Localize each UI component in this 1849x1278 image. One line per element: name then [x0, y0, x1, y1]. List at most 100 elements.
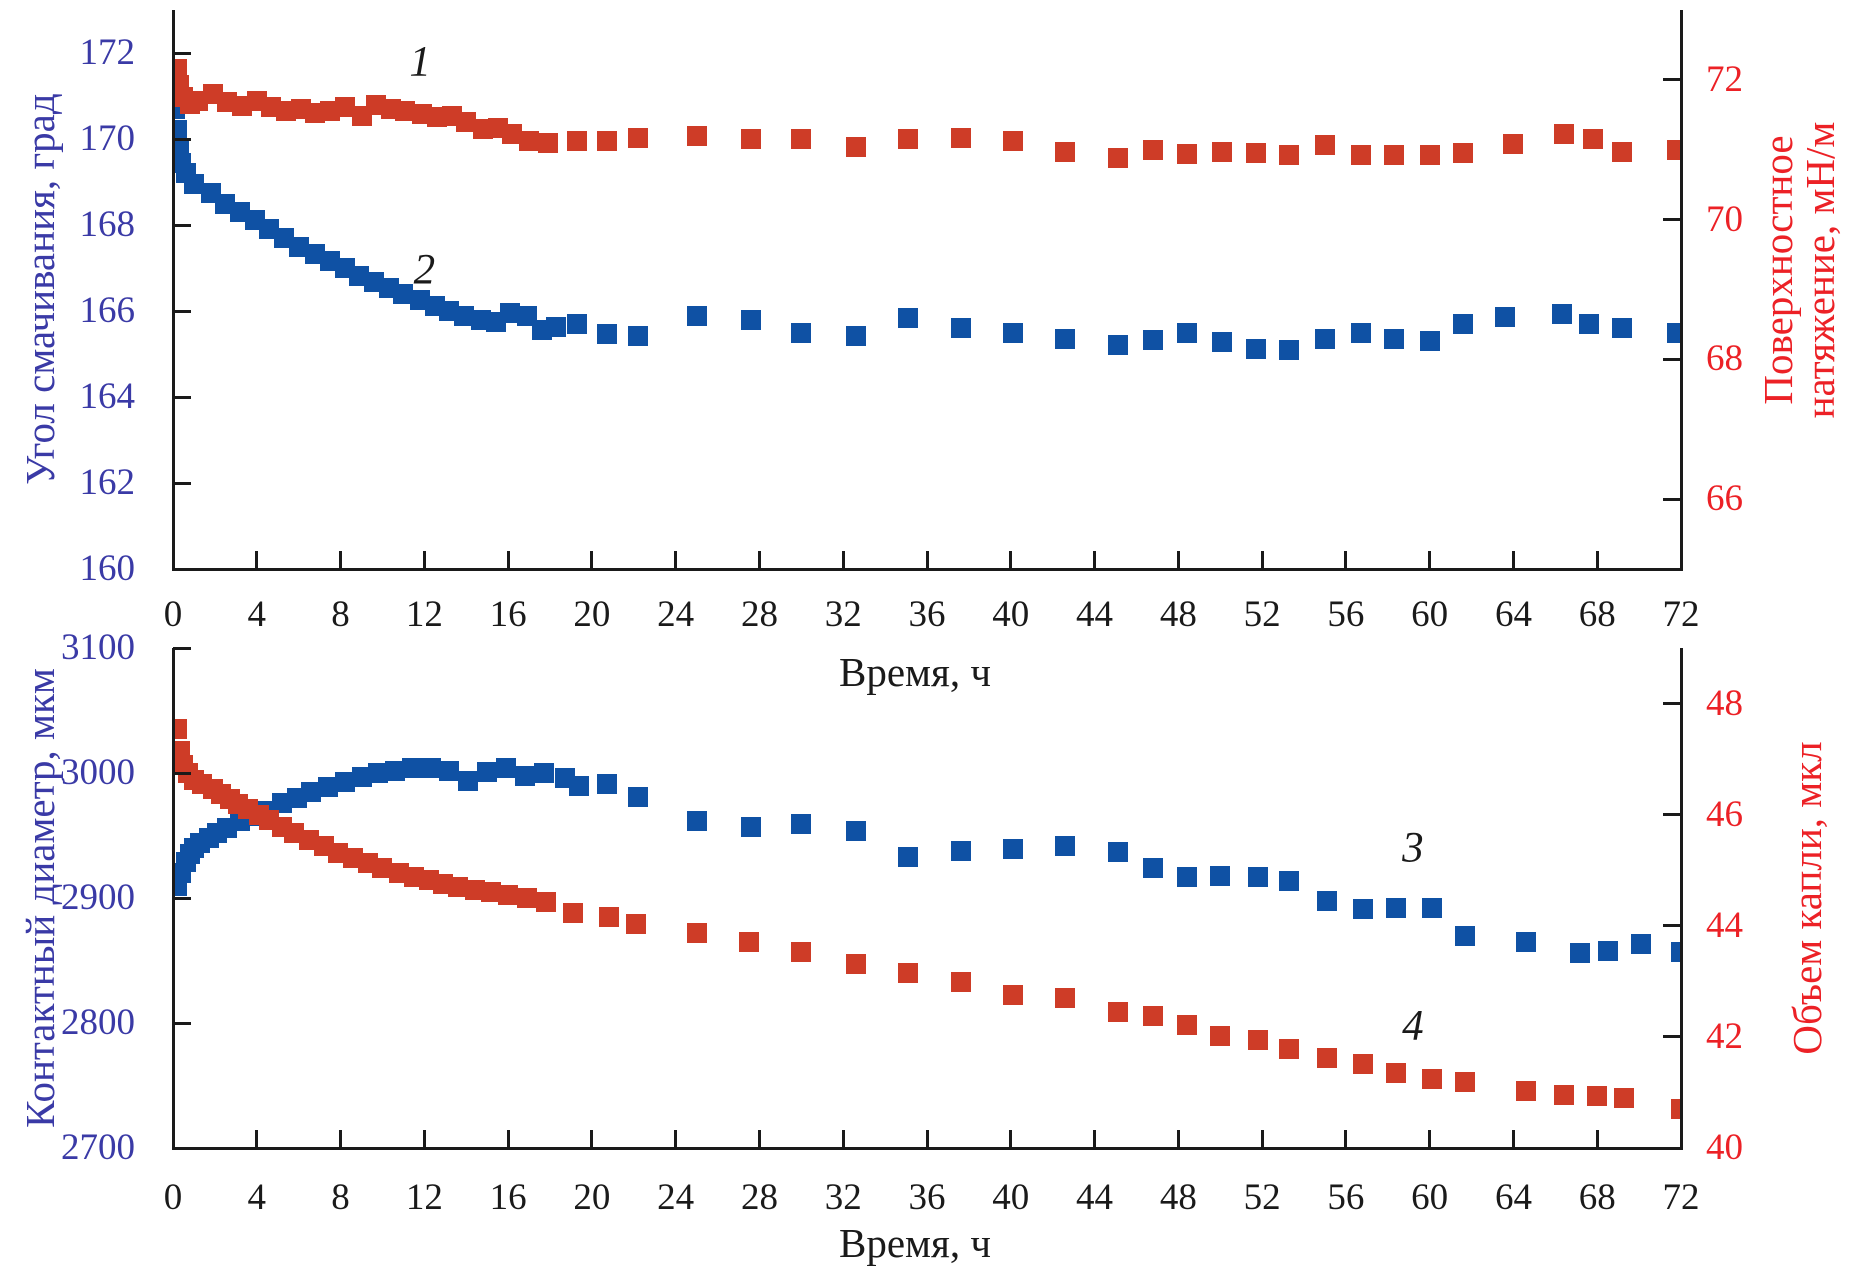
x-tick — [255, 1130, 259, 1148]
data-point-series-4 — [845, 953, 866, 974]
data-point-series-3 — [334, 771, 355, 792]
right-y-tick-label: 72 — [1706, 58, 1743, 100]
data-point-series-1 — [1143, 139, 1164, 160]
data-point-series-3 — [596, 774, 617, 795]
data-point-series-2 — [1495, 307, 1516, 328]
left-y-tick — [173, 646, 191, 650]
x-tick — [1176, 551, 1180, 569]
data-point-series-2 — [567, 313, 588, 334]
data-point-series-2 — [1453, 313, 1474, 334]
left-y-tick — [173, 896, 191, 900]
data-point-series-4 — [1279, 1038, 1300, 1059]
data-point-series-1 — [1245, 143, 1266, 164]
data-point-series-3 — [627, 786, 648, 807]
x-tick-label: 4 — [247, 1177, 267, 1218]
data-point-series-2 — [1212, 331, 1233, 352]
data-point-series-4 — [1587, 1086, 1608, 1107]
data-point-series-2 — [183, 174, 204, 195]
x-tick-label: 24 — [657, 594, 695, 635]
right-y-tick — [1663, 1146, 1681, 1150]
plot-area-panel-1 — [173, 10, 1681, 569]
data-point-series-2 — [1419, 331, 1440, 352]
x-tick-label: 68 — [1578, 1177, 1616, 1218]
x-tick-label: 68 — [1578, 594, 1616, 635]
data-point-series-3 — [401, 758, 422, 778]
left-y-tick-label: 162 — [79, 462, 136, 503]
data-point-series-3 — [1210, 865, 1231, 886]
x-tick — [1009, 1130, 1013, 1148]
data-point-series-1 — [1453, 143, 1474, 164]
data-point-series-3 — [496, 758, 517, 778]
data-point-series-2 — [500, 303, 521, 324]
x-tick-label: 36 — [908, 1177, 946, 1218]
right-y-tick-label: 66 — [1706, 478, 1743, 520]
x-tick-label: 28 — [740, 1177, 778, 1218]
data-point-series-3 — [1247, 866, 1268, 887]
data-point-series-1 — [1553, 124, 1574, 145]
left-y-tick-label: 166 — [79, 290, 136, 331]
x-tick — [1260, 1130, 1264, 1148]
left-y-tick-label: 164 — [79, 376, 136, 417]
data-point-series-4 — [1671, 1099, 1681, 1120]
data-point-series-3 — [368, 763, 389, 783]
x-tick-label: 16 — [489, 1177, 527, 1218]
left-y-tick — [173, 1021, 191, 1025]
right-axis-line — [1679, 10, 1683, 571]
right-y-tick-label: 48 — [1706, 682, 1743, 724]
x-tick — [757, 1130, 761, 1148]
x-tick-label: 48 — [1159, 1177, 1197, 1218]
data-point-series-1 — [1212, 141, 1233, 162]
data-point-series-4 — [738, 931, 759, 952]
data-point-series-2 — [1055, 328, 1076, 349]
right-y-tick-label: 44 — [1706, 904, 1743, 946]
data-point-series-1 — [1176, 143, 1197, 164]
data-point-series-3 — [1597, 940, 1618, 961]
right-y-tick — [1663, 357, 1681, 361]
x-tick-label: 20 — [573, 1177, 611, 1218]
data-point-series-3 — [301, 781, 322, 802]
x-tick-label: 40 — [992, 1177, 1030, 1218]
data-point-series-3 — [317, 776, 338, 797]
data-point-series-4 — [1002, 984, 1023, 1005]
data-point-series-3 — [1352, 899, 1373, 920]
data-point-series-3 — [1455, 925, 1476, 946]
x-tick-label: 32 — [824, 1177, 862, 1218]
x-tick-label: 8 — [331, 594, 350, 635]
x-tick-label: 44 — [1076, 594, 1114, 635]
data-point-series-2 — [546, 317, 567, 338]
data-point-series-4 — [1421, 1068, 1442, 1089]
x-tick-label: 4 — [247, 594, 267, 635]
data-point-series-3 — [950, 840, 971, 861]
data-point-series-1 — [537, 132, 558, 153]
data-point-series-4 — [598, 906, 619, 927]
x-tick — [1511, 551, 1515, 569]
data-point-series-1 — [502, 123, 523, 144]
x-tick — [1344, 551, 1348, 569]
left-y-tick-label: 3000 — [61, 752, 135, 793]
data-point-series-1 — [519, 130, 540, 151]
data-point-series-1 — [395, 101, 416, 122]
top-x-axis-title: Время, ч — [839, 649, 991, 695]
data-point-series-1 — [741, 129, 762, 150]
data-point-series-1 — [1350, 145, 1371, 166]
data-point-series-3 — [351, 766, 372, 787]
plot-area-panel-2 — [173, 648, 1681, 1148]
bottom-axis-line — [171, 1146, 1683, 1150]
left-y-tick-label: 2700 — [61, 1127, 135, 1168]
data-point-series-4 — [1553, 1085, 1574, 1106]
x-tick — [841, 1130, 845, 1148]
data-point-series-4 — [1352, 1053, 1373, 1074]
series-number-label-3: 3 — [1402, 824, 1424, 872]
data-point-series-2 — [1578, 313, 1599, 334]
data-point-series-1 — [173, 59, 188, 80]
x-tick-label: 40 — [992, 594, 1030, 635]
data-point-series-3 — [1516, 931, 1536, 952]
x-tick — [422, 1130, 426, 1148]
data-point-series-3 — [514, 765, 535, 786]
data-point-series-2 — [1551, 304, 1572, 324]
data-point-series-2 — [1666, 322, 1681, 343]
data-point-series-3 — [686, 810, 707, 831]
data-point-series-4 — [1176, 1015, 1197, 1036]
data-point-series-2 — [393, 283, 414, 304]
